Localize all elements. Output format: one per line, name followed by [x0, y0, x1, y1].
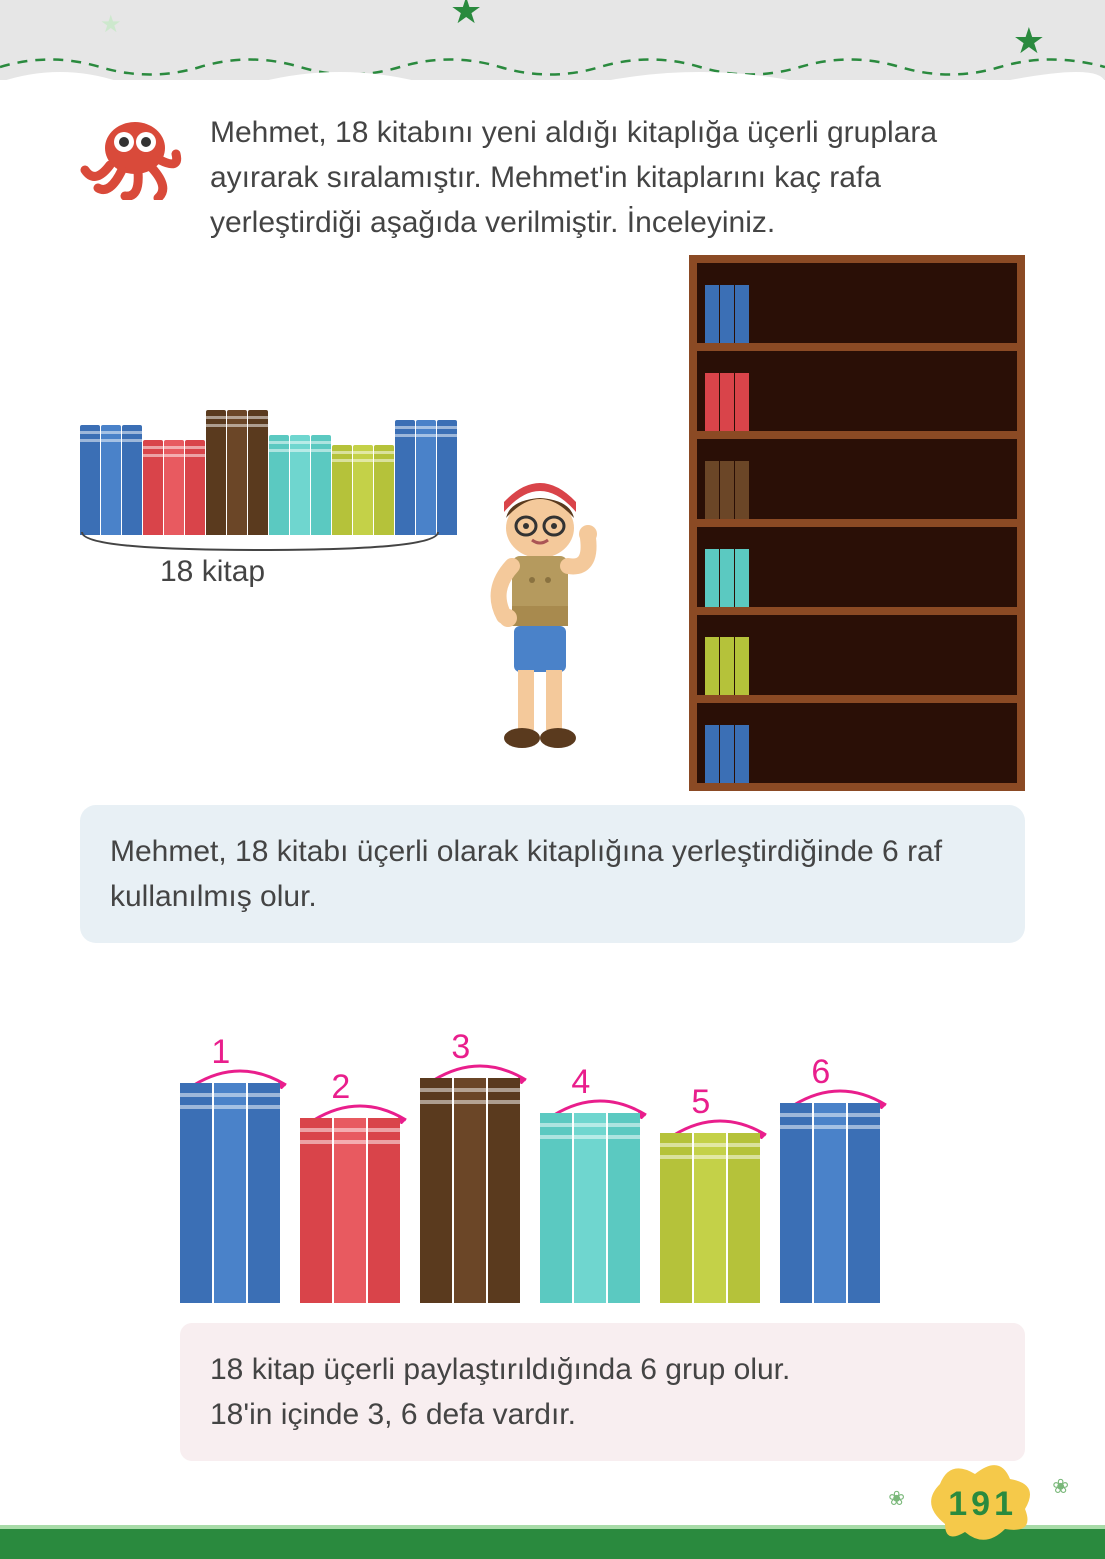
pink-line-1: 18 kitap üçerli paylaştırıldığında 6 gru…: [210, 1347, 995, 1392]
book-group: 3: [420, 1078, 522, 1303]
shelf-book: [720, 549, 734, 607]
shelf-book: [705, 637, 719, 695]
book: [395, 420, 415, 535]
books-row-label: 18 kitap: [160, 555, 265, 589]
book-groups: 123456: [180, 1078, 882, 1303]
book: [353, 445, 373, 535]
book-group: 6: [780, 1103, 882, 1303]
explanation-box-pink: 18 kitap üçerli paylaştırıldığında 6 gru…: [180, 1323, 1025, 1461]
shelf: [697, 263, 1017, 351]
book: [311, 435, 331, 535]
shelf: [697, 351, 1017, 439]
page-number: 191: [948, 1485, 1017, 1524]
octopus-icon: [80, 110, 190, 205]
book: [101, 425, 121, 535]
shelf-book: [735, 549, 749, 607]
shelf-book: [735, 637, 749, 695]
group-book: [728, 1133, 760, 1303]
top-decoration: ★ ★ ★: [0, 0, 1105, 80]
leaf-icon: ❀: [888, 1486, 905, 1511]
shelf-book: [720, 637, 734, 695]
group-book: [488, 1078, 520, 1303]
book: [437, 420, 457, 535]
group-book: [334, 1118, 366, 1303]
group-book: [608, 1113, 640, 1303]
book: [80, 425, 100, 535]
brace-icon: [80, 530, 440, 555]
book: [374, 445, 394, 535]
main-scene: 18 kitap: [0, 255, 1105, 785]
shelf-book: [735, 725, 749, 783]
wavy-divider-icon: [0, 52, 1105, 82]
book: [332, 445, 352, 535]
leaf-icon: ❀: [1052, 1474, 1069, 1499]
intro-text: Mehmet, 18 kitabını yeni aldığı kitaplığ…: [210, 110, 1025, 245]
group-book: [180, 1083, 212, 1303]
group-book: [694, 1133, 726, 1303]
page: ★ ★ ★ Mehmet, 18 kitabını yeni aldığı ki…: [0, 0, 1105, 1559]
boy-illustration: [460, 470, 620, 775]
bookshelf: [689, 255, 1025, 791]
shelf-book: [705, 549, 719, 607]
shelf-book: [705, 285, 719, 343]
group-book: [368, 1118, 400, 1303]
shelf-book: [735, 285, 749, 343]
book-group: 4: [540, 1113, 642, 1303]
group-book: [300, 1118, 332, 1303]
book-group: 1: [180, 1083, 282, 1303]
group-book: [848, 1103, 880, 1303]
group-book: [420, 1078, 452, 1303]
group-book: [248, 1083, 280, 1303]
group-book: [780, 1103, 812, 1303]
shelf-book: [720, 461, 734, 519]
book: [269, 435, 289, 535]
shelf-book: [705, 373, 719, 431]
book: [164, 440, 184, 535]
group-book: [214, 1083, 246, 1303]
group-book: [660, 1133, 692, 1303]
book: [185, 440, 205, 535]
shelf: [697, 615, 1017, 703]
page-footer: ❀ ❀ 191: [0, 1489, 1105, 1559]
pink-line-2: 18'in içinde 3, 6 defa vardır.: [210, 1392, 995, 1437]
shelf-book: [735, 461, 749, 519]
book: [206, 410, 226, 535]
group-book: [454, 1078, 486, 1303]
group-book: [540, 1113, 572, 1303]
group-book: [814, 1103, 846, 1303]
books-row: [80, 415, 458, 535]
star-icon: ★: [100, 10, 122, 39]
group-book: [574, 1113, 606, 1303]
groups-section: 123456: [80, 963, 1025, 1303]
book: [290, 435, 310, 535]
book-group: 5: [660, 1133, 762, 1303]
book: [248, 410, 268, 535]
intro-row: Mehmet, 18 kitabını yeni aldığı kitaplığ…: [0, 80, 1105, 255]
shelf-book: [705, 725, 719, 783]
book-group: 2: [300, 1118, 402, 1303]
book: [416, 420, 436, 535]
shelf: [697, 527, 1017, 615]
shelf: [697, 439, 1017, 527]
shelf-book: [705, 461, 719, 519]
book: [143, 440, 163, 535]
shelf: [697, 703, 1017, 783]
explanation-box-blue: Mehmet, 18 kitabı üçerli olarak kitaplığ…: [80, 805, 1025, 943]
shelf-book: [720, 725, 734, 783]
book: [122, 425, 142, 535]
shelf-book: [720, 373, 734, 431]
book: [227, 410, 247, 535]
shelf-book: [720, 285, 734, 343]
shelf-book: [735, 373, 749, 431]
star-icon: ★: [450, 0, 482, 32]
